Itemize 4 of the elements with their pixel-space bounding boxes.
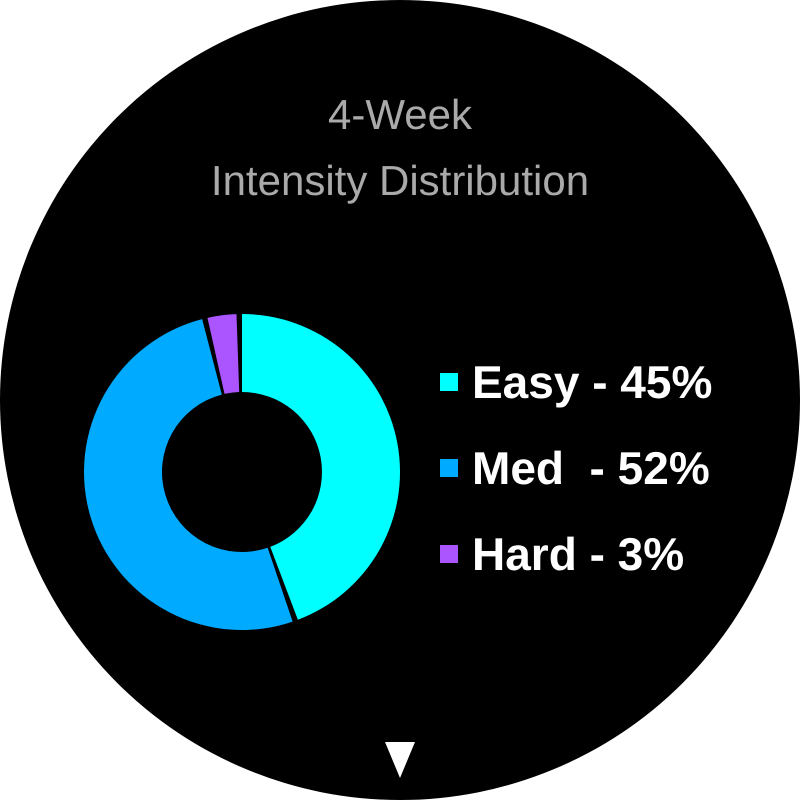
chart-title: 4-Week Intensity Distribution <box>210 90 590 206</box>
legend-label: Med - 52% <box>472 441 710 496</box>
legend-label: Easy - 45% <box>472 355 712 410</box>
legend-label: Hard - 3% <box>472 527 684 582</box>
